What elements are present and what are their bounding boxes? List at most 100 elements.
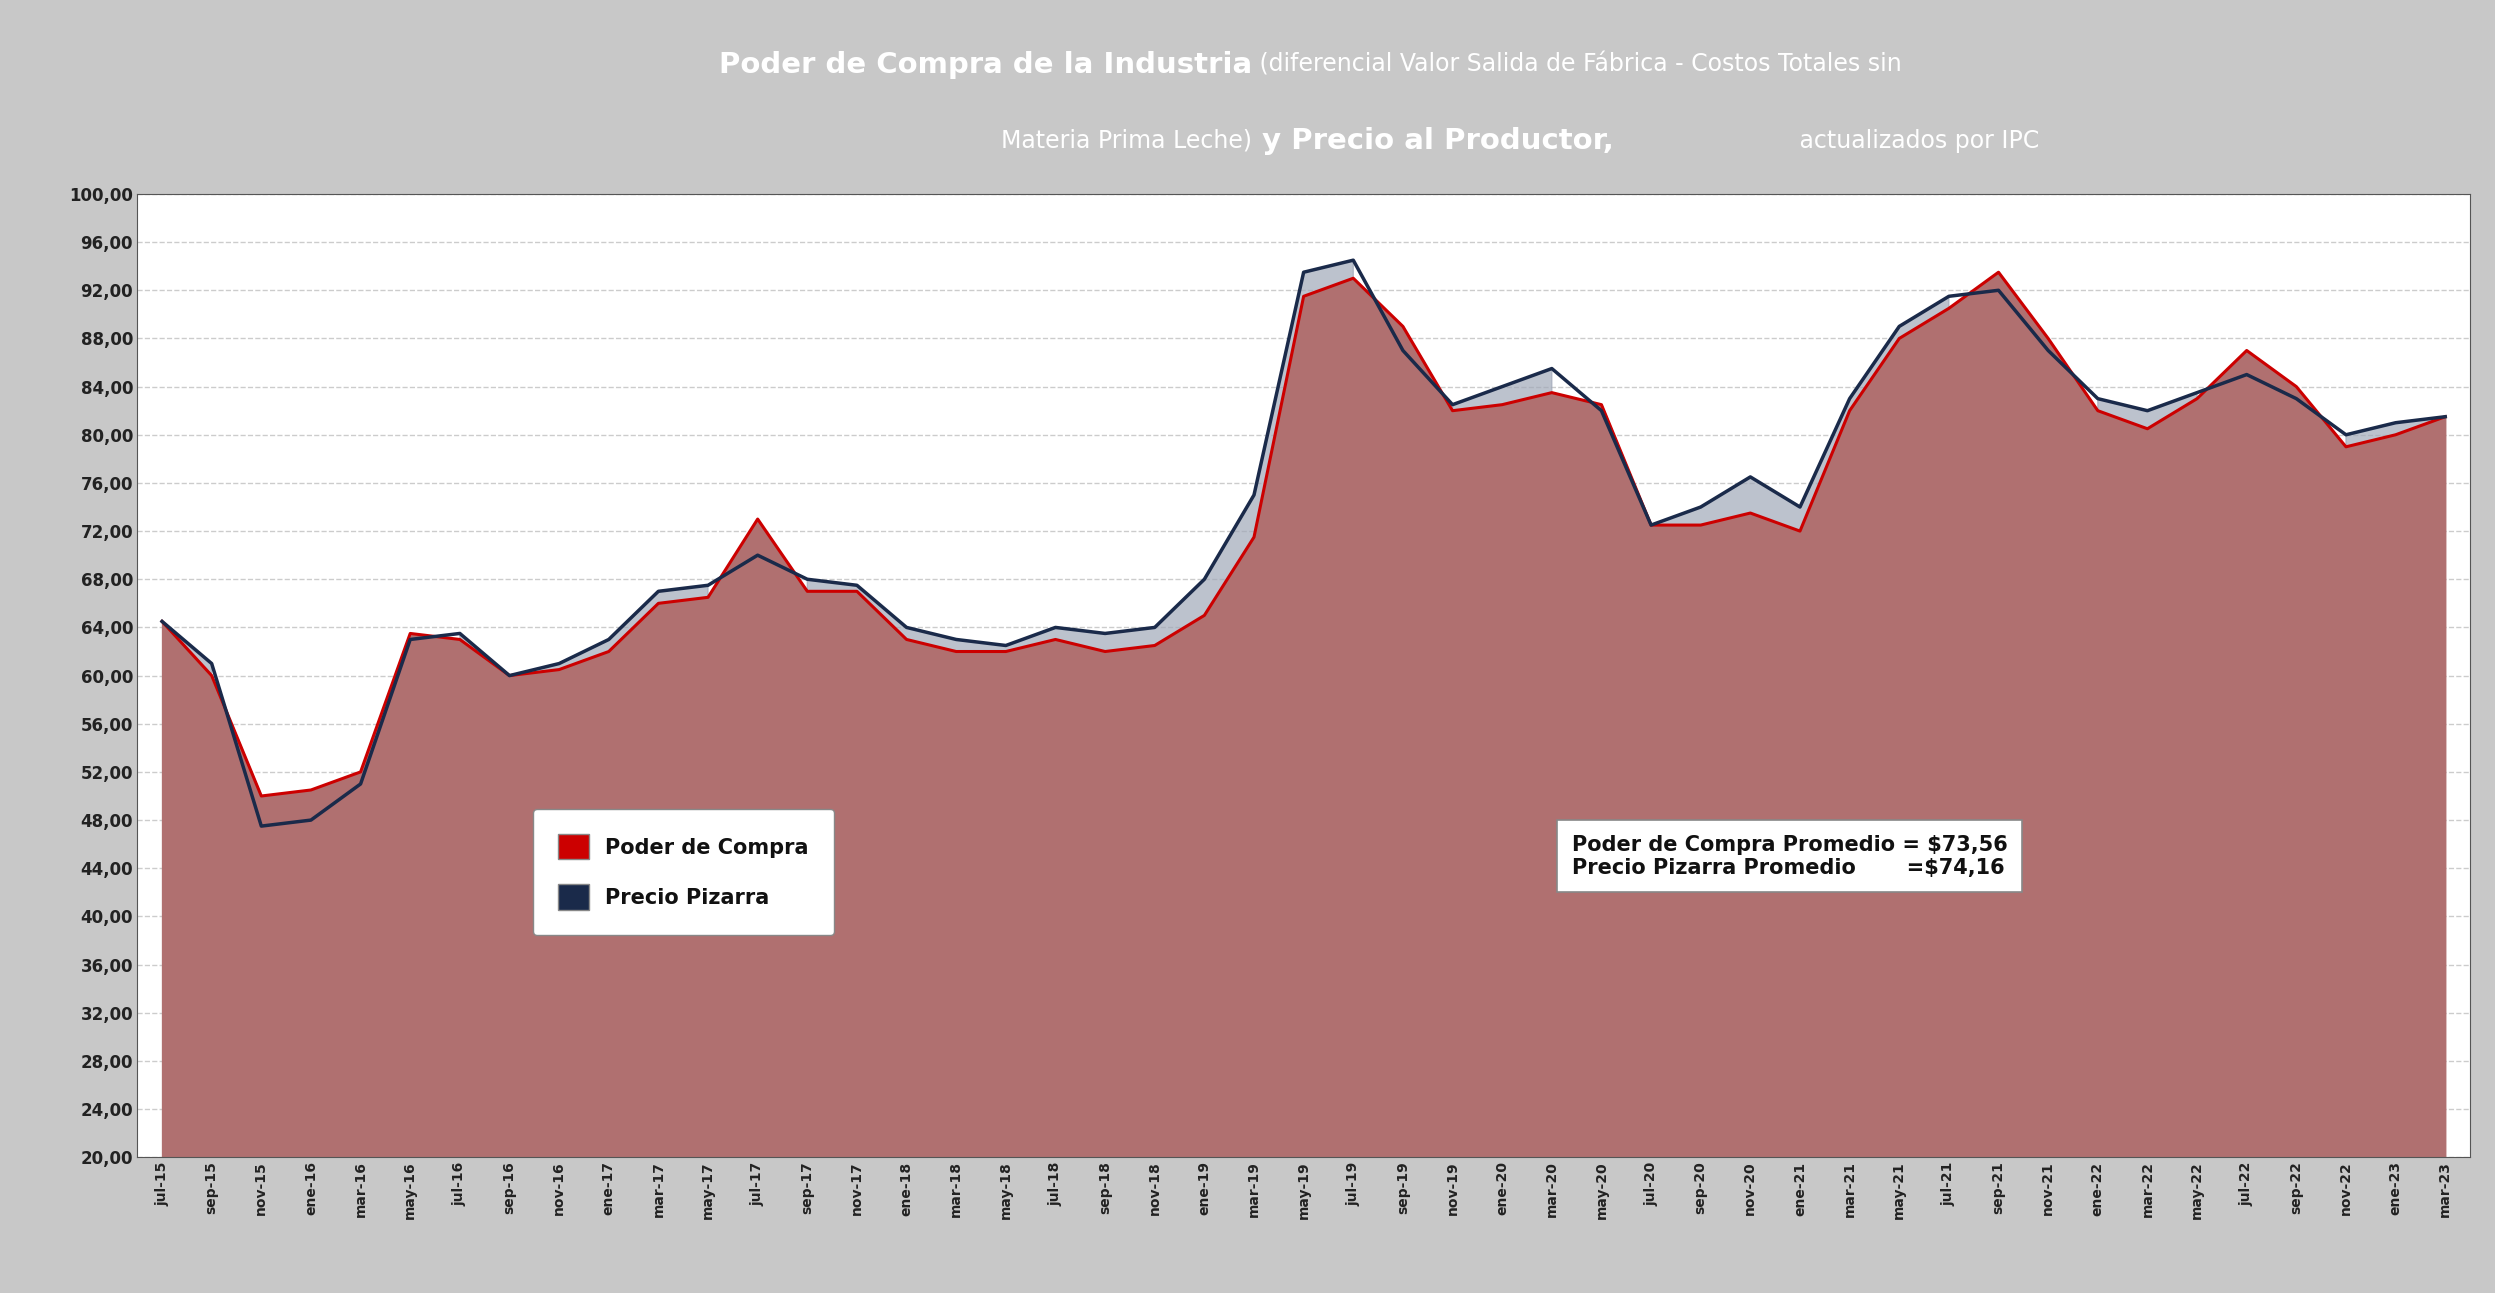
Text: y Precio al Productor,: y Precio al Productor, xyxy=(1252,127,1614,155)
Poder de Compra xyxy=(444,632,474,648)
Precio Pizarra xyxy=(793,572,823,587)
Poder de Compra xyxy=(1240,529,1270,544)
Poder de Compra xyxy=(841,583,871,599)
Text: (diferencial Valor Salida de Fábrica - Costos Totales sin: (diferencial Valor Salida de Fábrica - C… xyxy=(1252,53,1901,76)
Poder de Compra xyxy=(1784,524,1814,539)
Precio Pizarra xyxy=(1784,499,1814,515)
Precio Pizarra xyxy=(891,619,921,635)
Precio Pizarra xyxy=(1287,265,1317,281)
Poder de Compra xyxy=(2083,403,2113,419)
Precio Pizarra xyxy=(644,583,674,599)
Text: Poder de Compra de la Industria: Poder de Compra de la Industria xyxy=(719,50,1252,79)
Poder de Compra xyxy=(744,511,773,526)
Legend: Poder de Compra, Precio Pizarra: Poder de Compra, Precio Pizarra xyxy=(531,809,833,935)
Precio Pizarra xyxy=(1587,403,1617,419)
Precio Pizarra xyxy=(1637,517,1667,533)
Precio Pizarra xyxy=(1834,390,1864,406)
Text: Materia Prima Leche): Materia Prima Leche) xyxy=(1000,129,1252,153)
Poder de Compra xyxy=(2231,343,2260,358)
Precio Pizarra xyxy=(941,632,971,648)
Precio Pizarra xyxy=(1337,252,1367,268)
Precio Pizarra xyxy=(1487,379,1517,394)
Precio Pizarra xyxy=(2133,403,2163,419)
Precio Pizarra xyxy=(1240,487,1270,503)
Precio Pizarra xyxy=(2380,415,2410,431)
Precio Pizarra xyxy=(594,632,624,648)
Poder de Compra xyxy=(1140,637,1170,653)
Precio Pizarra xyxy=(247,818,277,834)
Precio Pizarra xyxy=(2083,390,2113,406)
Poder de Compra xyxy=(793,583,823,599)
Precio Pizarra xyxy=(1737,469,1766,485)
Poder de Compra xyxy=(1387,318,1417,334)
Line: Poder de Compra: Poder de Compra xyxy=(162,273,2445,796)
Poder de Compra xyxy=(1190,608,1220,623)
Precio Pizarra xyxy=(2033,343,2063,358)
Poder de Compra xyxy=(197,667,227,683)
Precio Pizarra xyxy=(1884,318,1914,334)
Poder de Compra xyxy=(494,667,524,683)
Precio Pizarra xyxy=(1437,397,1467,412)
Precio Pizarra xyxy=(2231,367,2260,383)
Poder de Compra xyxy=(1834,403,1864,419)
Poder de Compra xyxy=(1934,300,1964,315)
Poder de Compra xyxy=(2330,440,2360,455)
Poder de Compra xyxy=(1487,397,1517,412)
Precio Pizarra xyxy=(1934,288,1964,304)
Precio Pizarra xyxy=(1190,572,1220,587)
Precio Pizarra xyxy=(1537,361,1567,376)
Poder de Compra xyxy=(1984,265,2013,281)
Poder de Compra xyxy=(544,662,574,678)
Precio Pizarra xyxy=(2430,409,2460,424)
Poder de Compra xyxy=(1090,644,1120,659)
Precio Pizarra xyxy=(394,632,424,648)
Poder de Compra xyxy=(297,782,327,798)
Poder de Compra xyxy=(1637,517,1667,533)
Poder de Compra xyxy=(2430,409,2460,424)
Poder de Compra xyxy=(2380,427,2410,442)
Precio Pizarra xyxy=(991,637,1020,653)
Poder de Compra xyxy=(147,614,177,630)
Text: actualizados por IPC: actualizados por IPC xyxy=(1791,129,2038,153)
Precio Pizarra xyxy=(1040,619,1070,635)
Poder de Compra xyxy=(2133,422,2163,437)
Precio Pizarra xyxy=(444,626,474,641)
Poder de Compra xyxy=(694,590,724,605)
Poder de Compra xyxy=(2280,379,2310,394)
Precio Pizarra xyxy=(2183,385,2213,401)
Precio Pizarra xyxy=(197,656,227,671)
Precio Pizarra xyxy=(1387,343,1417,358)
Line: Precio Pizarra: Precio Pizarra xyxy=(162,260,2445,826)
Precio Pizarra xyxy=(744,547,773,562)
Precio Pizarra xyxy=(1140,619,1170,635)
Precio Pizarra xyxy=(2330,427,2360,442)
Precio Pizarra xyxy=(1984,282,2013,297)
Poder de Compra xyxy=(991,644,1020,659)
Poder de Compra xyxy=(1587,397,1617,412)
Poder de Compra xyxy=(1437,403,1467,419)
Poder de Compra xyxy=(394,626,424,641)
Poder de Compra xyxy=(1040,632,1070,648)
Poder de Compra xyxy=(644,596,674,612)
Poder de Compra xyxy=(247,789,277,804)
Poder de Compra xyxy=(1687,517,1717,533)
Poder de Compra xyxy=(1337,270,1367,286)
Precio Pizarra xyxy=(694,578,724,593)
Poder de Compra xyxy=(941,644,971,659)
Poder de Compra xyxy=(1537,385,1567,401)
Precio Pizarra xyxy=(147,614,177,630)
Text: Poder de Compra Promedio = $73,56
Precio Pizarra Promedio       =$74,16: Poder de Compra Promedio = $73,56 Precio… xyxy=(1572,834,2008,878)
Precio Pizarra xyxy=(1090,626,1120,641)
Precio Pizarra xyxy=(494,667,524,683)
Precio Pizarra xyxy=(2280,390,2310,406)
Poder de Compra xyxy=(347,764,377,780)
Poder de Compra xyxy=(1287,288,1317,304)
Precio Pizarra xyxy=(347,776,377,791)
Poder de Compra xyxy=(891,632,921,648)
Poder de Compra xyxy=(2183,390,2213,406)
Poder de Compra xyxy=(1884,331,1914,347)
Precio Pizarra xyxy=(544,656,574,671)
Precio Pizarra xyxy=(841,578,871,593)
Poder de Compra xyxy=(594,644,624,659)
Poder de Compra xyxy=(2033,331,2063,347)
